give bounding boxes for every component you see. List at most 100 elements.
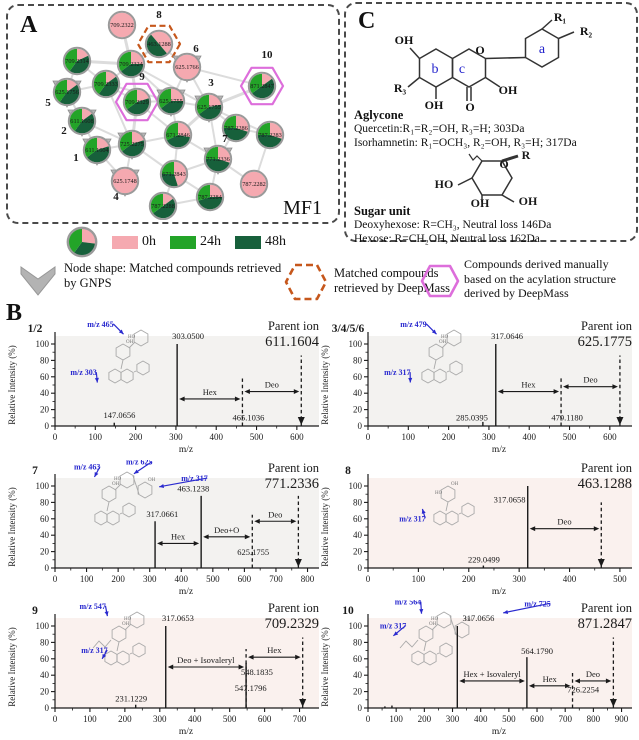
deepmass-legend-text: Matched compounds retrieved by DeepMass [334, 266, 450, 295]
panel-b-label: B [6, 300, 23, 326]
x-tick-label: 500 [502, 714, 516, 724]
network-node: 709.2333 [91, 69, 121, 99]
node-number: 6 [193, 43, 199, 55]
spectrum-3-4-5-6: OH HO 0 20 40 60 80 100 0 100 200 300 400 500 600 m/z Re… [318, 318, 634, 458]
parent-ion-arrow [299, 699, 307, 707]
manual-legend-text: Compounds derived manually based on the … [464, 257, 616, 300]
network-node: 625.1756 5 [45, 77, 82, 109]
parent-ion-arrow [297, 417, 305, 425]
y-tick-label: 80 [353, 497, 363, 507]
node-ring [239, 169, 269, 199]
y-tick-label: 40 [40, 530, 50, 540]
node-number: 3 [208, 77, 214, 89]
node-number: 5 [45, 97, 51, 109]
x-tick-label: 100 [83, 714, 97, 724]
sugar-title: Sugar unit [354, 204, 411, 218]
x-tick-label: 500 [206, 574, 220, 584]
network-node: 725.2275 [117, 129, 147, 160]
node-mz-label: 725.2275 [120, 141, 144, 148]
x-tick-label: 700 [558, 714, 572, 724]
y-tick-label: 60 [40, 514, 50, 524]
x-tick-label: 0 [53, 574, 58, 584]
structure-atom-label: HO [435, 177, 454, 191]
x-tick-label: 800 [587, 714, 601, 724]
network-node: 709.2329 9 [114, 71, 160, 122]
spectrum-id: 7 [32, 465, 38, 477]
y-tick-label: 80 [353, 355, 363, 365]
x-tick-label: 500 [223, 714, 237, 724]
y-tick-label: 80 [353, 637, 363, 647]
spectrum-1-2: OH HO 0 20 40 60 80 100 0 100 200 300 400 500 600 m/z Re… [5, 318, 321, 458]
x-tick-label: 500 [613, 574, 627, 584]
network-node: 787.2282 [239, 169, 269, 199]
network-node: 625.1766 6 [172, 43, 202, 83]
sugar-line-deoxyhexose: Deoxyhexose: R=CH₃, Neutral loss 146Da [354, 219, 552, 231]
fragment-mz-annotation: m/z 317 [181, 474, 207, 483]
y-tick-label: 0 [358, 703, 363, 713]
spectrum-10: OH HO OH 0 20 40 60 80 100 0 100 200 300 400 500 600 700… [318, 598, 634, 740]
sugar-line-hexose: Hexose: R=CH₂OH, Neutral loss 162Da [354, 233, 540, 245]
x-tick-label: 900 [615, 714, 629, 724]
structure-atom-label: c [459, 62, 465, 77]
structure-atom-label: R₂ [580, 24, 593, 38]
fragment-mz-annotation: m/z 564 [395, 600, 421, 607]
network-node: 787.2284 [195, 182, 225, 212]
node-number: 7 [222, 133, 228, 145]
node-ring [107, 10, 137, 40]
node-mz-label: 671.2843 [162, 171, 186, 178]
x-tick-label: 200 [111, 574, 125, 584]
y-axis-label: Relative Intensity (%) [7, 627, 17, 706]
parent-ion-label: Parent ion [581, 319, 633, 333]
inset-atom-label: OH [429, 622, 437, 627]
y-tick-label: 100 [36, 621, 50, 631]
y-tick-label: 60 [353, 514, 363, 524]
x-axis-label: m/z [179, 445, 193, 455]
deepmass-hexagon-icon [284, 263, 328, 301]
node-ring [148, 191, 178, 220]
parent-ion-value: 625.1775 [578, 334, 632, 350]
structure-atom-label: O [465, 100, 474, 112]
manual-hexagon-outline [239, 66, 285, 106]
y-tick-label: 40 [40, 388, 50, 398]
fragment-mz-annotation: m/z 465 [87, 320, 113, 329]
network-node: 709.2322 [107, 10, 137, 40]
structure-atom-label: O [475, 43, 484, 57]
x-tick-label: 0 [366, 574, 371, 584]
spectrum-9: OH HO 0 20 40 60 80 100 0 100 200 300 400 500 600 700 m/… [5, 600, 321, 740]
fragment-mz-annotation: m/z 317 [380, 621, 406, 630]
parent-ion-arrow [609, 699, 617, 707]
node-mz-label: 611.1604 [85, 147, 109, 154]
node-ring [67, 106, 97, 136]
structure-atom-label: b [432, 62, 439, 77]
peak-mz-label: 285.0395 [456, 412, 488, 422]
y-tick-label: 100 [36, 481, 50, 491]
x-tick-label: 100 [89, 432, 103, 442]
label-24h: 24h [200, 234, 221, 249]
node-mz-label: 787.2286 [224, 125, 248, 132]
inset-atom-label: HO [431, 617, 439, 622]
node-mz-label: 787.2282 [242, 181, 266, 188]
parent-ion-label: Parent ion [581, 601, 633, 615]
neutral-loss-label: Hex [171, 531, 186, 541]
peak-mz-label: 229.0499 [468, 554, 500, 564]
network-node: 625.1748 4 [110, 166, 140, 203]
node-mz-label: 709.2324 [119, 61, 143, 68]
network-node: 871.2847 10 [239, 49, 285, 106]
y-tick-label: 20 [40, 405, 50, 415]
network-node: 787.2283 [255, 120, 285, 150]
network-node: 771.2336 7 [203, 133, 233, 175]
y-tick-label: 20 [40, 547, 50, 557]
node-mz-label: 787.2284 [198, 194, 222, 201]
y-tick-label: 40 [353, 670, 363, 680]
parent-ion-value: 871.2847 [578, 616, 632, 632]
neutral-loss-label: Hex [267, 645, 282, 655]
y-axis-label: Relative Intensity (%) [7, 487, 17, 566]
x-tick-label: 700 [293, 714, 307, 724]
aglycone-title: Aglycone [354, 108, 404, 122]
peak-mz-label: 625.1755 [237, 547, 269, 557]
y-tick-label: 40 [40, 670, 50, 680]
